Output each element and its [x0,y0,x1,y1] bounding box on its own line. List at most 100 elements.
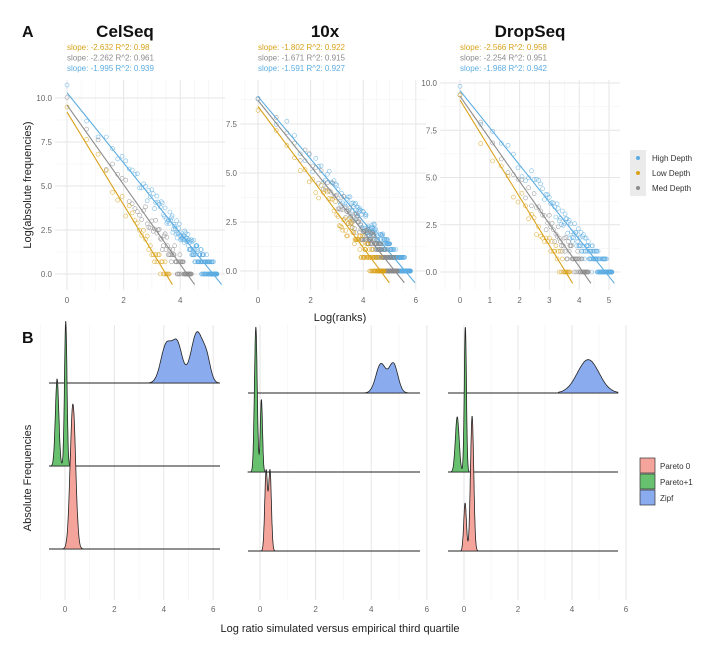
data-point [346,208,352,213]
data-point [478,141,484,146]
y-tick-label: 5.0 [41,182,53,191]
data-point [577,256,582,262]
data-point [345,233,350,239]
data-point [572,221,578,226]
data-point [565,230,570,236]
y-tick-label: 10.0 [36,94,52,103]
data-point [540,186,545,191]
data-point [152,206,157,211]
legend-label: Zipf [660,494,674,503]
data-point [284,118,290,124]
x-axis-title: Log ratio simulated versus empirical thi… [220,623,459,635]
legend-label: Pareto 0 [660,462,691,471]
data-point [284,130,290,135]
data-point [169,215,174,221]
data-point [84,137,89,142]
data-point [150,228,156,234]
data-point [368,255,374,260]
data-point [378,241,384,247]
data-point [325,180,330,185]
ridgeline-panel-10x [247,325,428,600]
data-point [363,237,369,242]
x-tick-label: 6 [211,605,216,614]
data-point [498,140,504,146]
data-point [358,221,363,227]
data-point [578,243,583,249]
data-point [347,205,353,211]
fit-line [66,111,173,285]
data-point [172,223,177,229]
data-point [201,252,206,257]
data-point [362,211,368,217]
facet-title: CelSeq [96,22,154,41]
data-point [155,199,161,205]
panel-label-b: B [22,330,34,347]
x-tick-label: 4 [577,296,582,305]
data-point [123,158,129,164]
data-point [339,224,344,230]
data-point [360,209,366,214]
data-point [355,219,361,224]
data-point [338,223,343,229]
data-point [365,227,371,232]
scatter-panel-celseq [55,80,225,290]
data-point [365,241,371,247]
data-point [165,243,170,248]
data-point [529,203,534,209]
y-tick-label: 0.0 [226,267,238,276]
data-point [144,233,150,239]
x-tick-label: 0 [462,605,467,614]
data-point [582,235,588,241]
data-point [408,268,413,274]
density-ridge-pareto-0 [459,416,481,552]
data-point [193,259,198,265]
data-point [356,216,362,222]
legend-label: Med Depth [652,184,691,193]
x-tick-label: 4 [361,296,366,305]
data-point [575,226,581,231]
data-point [594,248,600,254]
data-point [204,252,209,257]
data-point [141,228,146,233]
data-point [557,248,563,254]
data-point [553,214,559,220]
data-point [318,163,324,169]
data-point [189,237,194,242]
data-point [582,256,587,262]
data-point [523,203,528,209]
data-point [341,194,347,199]
data-point [609,269,615,275]
data-point [154,193,160,199]
data-point [540,212,545,218]
data-point [103,168,109,173]
x-tick-label: 4 [369,605,374,614]
data-point [369,247,375,252]
data-point [565,256,570,262]
data-point [382,247,387,252]
data-point [534,177,539,182]
y-tick-label: 0.0 [41,270,53,279]
data-point [377,255,382,260]
data-point [511,194,516,200]
data-point [313,190,319,195]
data-point [371,221,377,227]
x-axis-title: Log(ranks) [314,312,367,324]
data-point [328,196,334,202]
x-tick-label: 6 [425,605,430,614]
data-point [64,82,70,88]
data-point [325,189,330,195]
legend-label: Pareto+1 [660,478,693,487]
data-point [546,195,552,200]
data-point [536,177,541,183]
data-point [590,243,595,249]
data-point [137,212,142,218]
data-point [143,204,148,210]
data-point [160,259,165,265]
data-point [302,167,308,172]
data-point [199,247,204,252]
data-point [185,232,191,237]
data-point [554,201,560,207]
data-point [126,203,132,209]
fit-line [459,95,592,284]
slope-annotation: slope: -1.802 R^2: 0.922 [258,43,345,52]
